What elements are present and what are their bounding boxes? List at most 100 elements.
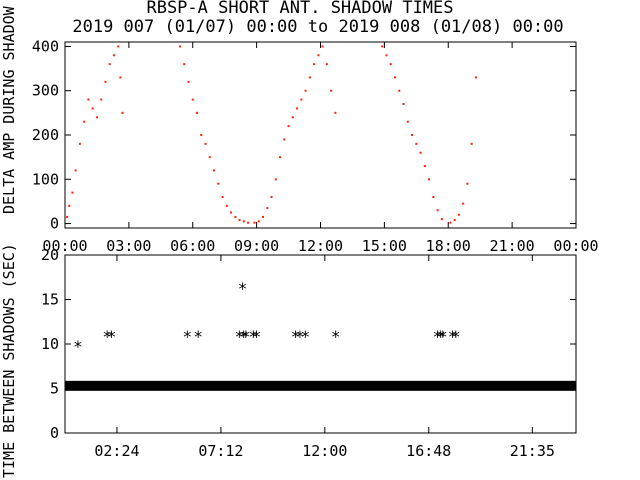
top-data-point [71,191,74,194]
top-data-point [225,204,228,207]
top-data-point [300,98,303,101]
top-panel: 0 100 200 300 400 00:00 03:00 06:00 09:00 12:00 1… [0,5,599,255]
bottom-data-point: * [183,327,193,346]
bottom-y-axis: 0 5 10 15 20 [41,246,576,442]
top-data-point [119,76,122,79]
bottom-xtick-label: 16:48 [406,442,451,460]
top-data-point [230,211,233,214]
chart-title-line1: RBSP-A SHORT ANT. SHADOW TIMES [146,0,453,18]
top-data-point [394,76,397,79]
top-data-point [200,134,203,136]
top-data-point [74,169,77,172]
top-data-point [304,89,307,92]
top-data-point [385,54,388,57]
top-xtick-label: 12:00 [298,237,343,255]
top-xtick-label: 21:00 [490,237,535,255]
top-data-point [91,107,94,110]
bottom-data-point: * [241,327,251,346]
top-y-axis-label: DELTA AMP DURING SHADOW [0,5,18,214]
top-x-axis: 00:00 03:00 06:00 09:00 12:00 15:00 18:00 21:00… [42,42,599,255]
top-data-point [104,80,107,83]
top-ytick-label: 300 [32,82,59,100]
top-data-point [330,89,333,92]
top-data-point [381,45,384,48]
top-data-point [191,98,194,101]
top-data-point [411,134,414,136]
top-data-point [213,169,216,172]
top-ytick-label: 400 [32,37,59,55]
top-data-point [291,116,294,119]
top-data-points [66,45,477,224]
bottom-y-axis-label: TIME BETWEEN SHADOWS (SEC) [0,243,18,478]
top-data-point [449,221,452,224]
bottom-data-point: * [249,327,259,346]
top-data-point [121,111,124,114]
bottom-ytick-label: 20 [41,246,59,264]
bottom-data-point: * [238,279,248,298]
bottom-xtick-label: 07:12 [198,442,243,460]
top-data-point [253,221,256,224]
baseline-band [65,380,576,391]
bottom-data-point: * [451,327,461,346]
bottom-data-points: *** * * ****** *** * *** ** [73,279,460,356]
top-data-point [283,138,286,141]
bottom-data-point: * [433,327,443,346]
top-data-point [117,45,120,48]
top-data-point [83,120,86,123]
bottom-data-point: * [102,327,112,346]
top-data-point [296,107,299,110]
bottom-data-point: * [436,327,446,346]
top-y-axis: 0 100 200 300 400 [32,37,576,233]
bottom-x-axis: 02:24 07:12 12:00 16:48 21:35 [94,255,555,460]
bottom-data-point: * [448,327,458,346]
top-data-point [457,213,460,216]
top-data-point [436,209,439,212]
top-data-point [178,45,181,48]
chart-title-line2: 2019 007 (01/07) 00:00 to 2019 008 (01/0… [72,17,563,37]
top-data-point [474,76,477,79]
top-ytick-label: 100 [32,170,59,188]
top-data-point [183,63,186,66]
top-data-point [68,204,71,207]
top-data-point [279,156,282,159]
top-data-point [257,220,260,223]
bottom-data-point: * [239,327,249,346]
top-plot-frame [64,41,577,229]
bottom-data-point: * [291,327,301,346]
top-xtick-label: 00:00 [553,237,598,255]
top-data-point [389,63,392,66]
top-data-point [428,178,431,181]
top-xtick-label: 18:00 [426,237,471,255]
top-data-point [334,111,337,114]
top-data-point [453,219,456,222]
top-data-point [274,178,277,181]
top-data-point [415,142,418,145]
top-data-point [208,156,211,159]
top-data-point [470,142,473,145]
top-data-point [95,116,98,119]
top-ytick-label: 200 [32,126,59,144]
top-data-point [423,165,426,167]
bottom-data-point: * [73,337,83,356]
bottom-xtick-label: 12:00 [302,442,347,460]
top-data-point [466,182,469,185]
bottom-ytick-label: 10 [41,335,59,353]
top-data-point [196,111,199,114]
top-data-point [247,221,250,224]
top-data-point [238,219,241,222]
top-data-point [266,207,269,210]
bottom-ytick-label: 15 [41,291,59,309]
top-data-point [221,196,224,198]
bottom-data-point: * [193,327,203,346]
top-data-point [112,54,115,57]
top-xtick-label: 15:00 [362,237,407,255]
top-data-point [66,215,69,218]
top-data-point [270,196,273,198]
bottom-plot-frame [64,254,577,434]
top-data-point [406,120,409,123]
bottom-data-point: * [438,327,448,346]
top-data-point [419,151,422,154]
bottom-data-point: * [295,327,305,346]
top-data-point [317,54,320,57]
